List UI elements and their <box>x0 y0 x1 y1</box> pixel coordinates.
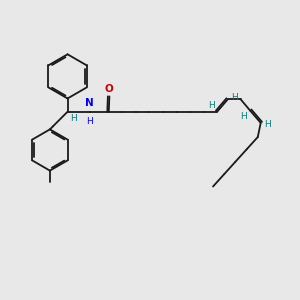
Text: H: H <box>240 112 247 121</box>
Text: O: O <box>105 84 114 94</box>
Text: H: H <box>208 101 215 110</box>
Text: N: N <box>85 98 94 108</box>
Text: H: H <box>231 93 237 102</box>
Text: H: H <box>264 120 270 129</box>
Text: H: H <box>70 114 77 123</box>
Text: H: H <box>86 117 93 126</box>
